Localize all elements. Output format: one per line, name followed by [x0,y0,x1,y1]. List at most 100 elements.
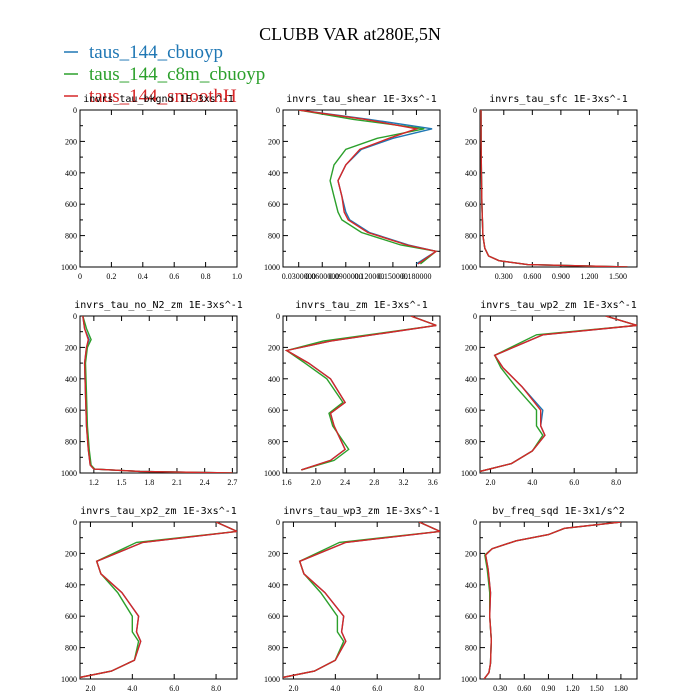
x-tick-label: 0.120000 [354,272,384,281]
y-tick-label: 600 [465,406,477,415]
panel-title: invrs_tau_sfc 1E-3xs^-1 [489,94,627,105]
panel-title: invrs_tau_zm 1E-3xs^-1 [295,300,427,311]
y-tick-label: 400 [65,169,77,178]
x-tick-label: 1.80 [614,684,628,693]
panel-title: invrs_tau_wp2_zm 1E-3xs^-1 [480,300,637,311]
y-tick-label: 200 [268,343,280,352]
panel-3: invrs_tau_sfc 1E-3xs^-1 0 200 400 600 800 1000… [461,94,638,281]
x-tick-label: 1.50 [590,684,604,693]
series-line-taus-144-c8m-cbuoyp [80,522,237,679]
y-tick-label: 1000 [61,469,77,478]
plot-frame [282,315,441,474]
x-tick-label: 4.0 [127,684,137,693]
y-tick-label: 600 [268,612,280,621]
x-tick-label: 2.8 [369,478,379,487]
x-tick-label: 0.2 [106,272,116,281]
y-tick-label: 1000 [461,469,477,478]
y-tick-label: 800 [268,438,280,447]
y-tick-label: 200 [268,549,280,558]
series-line-taus-144-smoothh [284,316,437,471]
panel-8: invrs_tau_wp3_zm 1E-3xs^-10 200 400 600 800 1… [264,506,441,693]
panel-title: bv_freq_sqd 1E-3x1/s^2 [492,506,624,517]
y-tick-label: 0 [473,518,477,527]
y-tick-label: 600 [465,612,477,621]
x-tick-label: 0.0900000 [329,272,363,281]
y-tick-label: 800 [65,644,77,653]
y-tick-label: 1000 [61,675,77,684]
y-tick-label: 0 [276,312,280,321]
series-line-taus-144-c8m-cbuoyp [480,316,637,473]
y-tick-label: 200 [465,343,477,352]
x-tick-label: 1.20 [566,684,580,693]
y-tick-label: 400 [65,375,77,384]
series-line-taus-144-cbuoyp [284,316,437,471]
series-line-taus-144-c8m-cbuoyp [283,522,440,679]
plot-frame [479,315,638,474]
figure-title: CLUBB VAR at280E,5N [259,24,441,44]
series-line-taus-144-c8m-cbuoyp [285,316,437,471]
series-line-taus-144-smoothh [480,110,628,267]
series-line-taus-144-c8m-cbuoyp [298,110,438,265]
y-tick-label: 400 [465,169,477,178]
y-tick-label: 800 [268,644,280,653]
y-tick-label: 800 [65,232,77,241]
panel-title: invrs_tau_xp2_zm 1E-3xs^-1 [80,506,237,517]
legend-label-taus-144-cbuoyp: taus_144_cbuoyp [89,42,223,63]
y-tick-label: 400 [268,169,280,178]
series-line-taus-144-cbuoyp [480,316,637,473]
y-tick-label: 600 [65,406,77,415]
series-line-taus-144-smoothh [80,522,237,679]
x-tick-label: 3.2 [398,478,408,487]
panel-4: invrs_tau_no_N2_zm 1E-3xs^-10 200 400 600 80… [61,300,243,487]
x-tick-label: 1.500 [609,272,627,281]
x-tick-label: 4.0 [330,684,340,693]
x-tick-label: 0.60 [517,684,531,693]
x-tick-label: 0.90 [541,684,555,693]
series-line-taus-144-smoothh [480,316,637,473]
panel-title: invrs_tau_bkgnd 1E-3xs^-1 [83,94,234,105]
x-tick-label: 0.30 [493,684,507,693]
plot-frame [282,521,441,680]
x-tick-label: 2.0 [288,684,298,693]
plot-frame [79,315,238,474]
x-tick-label: 2.0 [311,478,321,487]
x-tick-label: 8.0 [611,478,621,487]
series-line-taus-144-smoothh [283,522,440,679]
x-tick-label: 2.1 [172,478,182,487]
legend-label-taus-144-c8m-cbuoyp: taus_144_c8m_cbuoyp [89,64,265,85]
x-tick-label: 8.0 [211,684,221,693]
x-tick-label: 6.0 [372,684,382,693]
series-line-taus-144-cbuoyp [483,522,621,679]
x-tick-label: 1.8 [144,478,154,487]
panels: invrs_tau_bkgnd 1E-3xs^-1 0 200 400 600 800 10… [61,94,638,693]
x-tick-label: 0.0300000 [282,272,316,281]
panel-title: invrs_tau_no_N2_zm 1E-3xs^-1 [74,300,243,311]
y-tick-label: 0 [73,312,77,321]
y-tick-label: 600 [65,612,77,621]
y-tick-label: 200 [465,549,477,558]
x-tick-label: 4.0 [527,478,537,487]
x-tick-label: 0.150000 [378,272,408,281]
x-tick-label: 0.300 [495,272,513,281]
x-tick-label: 0.900 [552,272,570,281]
x-tick-label: 2.4 [200,478,210,487]
y-tick-label: 400 [65,581,77,590]
panel-2: invrs_tau_shear 1E-3xs^-1 0 200 400 600 800 10… [264,94,441,281]
y-tick-label: 400 [465,375,477,384]
y-tick-label: 600 [465,200,477,209]
y-tick-label: 200 [268,137,280,146]
x-tick-label: 1.6 [282,478,292,487]
plot-frame [79,109,238,268]
series-line-taus-144-smoothh [82,316,233,473]
y-tick-label: 600 [268,200,280,209]
y-tick-label: 200 [65,549,77,558]
y-tick-label: 0 [473,106,477,115]
x-tick-label: 1.2 [89,478,99,487]
panel-title: invrs_tau_shear 1E-3xs^-1 [286,94,437,105]
series-line-taus-144-smoothh [483,522,621,679]
x-tick-label: 0 [78,272,82,281]
y-tick-label: 1000 [264,675,280,684]
y-tick-label: 0 [73,106,77,115]
x-tick-label: 6.0 [569,478,579,487]
y-tick-label: 200 [465,137,477,146]
